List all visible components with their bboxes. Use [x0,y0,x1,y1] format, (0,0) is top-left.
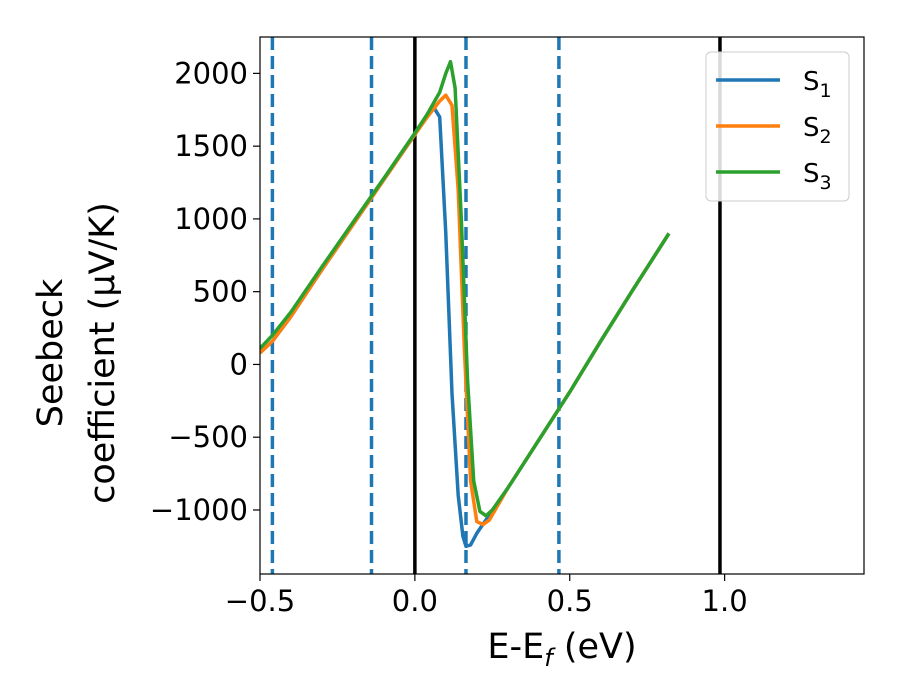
legend-label: S1 [803,67,832,102]
y-axis-ticks: −1000 −500 0 500 1000 1500 2000 [150,56,260,527]
legend-item-s1: S1 [716,67,832,102]
y-axis-label-line1: Seebeck [31,278,71,427]
x-tick-label: 0.0 [392,584,438,618]
series-line-s3 [260,59,671,518]
y-tick-label: 0 [230,347,248,381]
x-axis-ticks: −0.5 0.0 0.5 1.0 [225,574,748,618]
x-tick-label: 1.0 [702,584,748,618]
x-axis-label: E-Ef (eV) [487,627,636,672]
y-axis-label-line2: coefficient (μV/K) [83,202,123,504]
y-tick-label: −500 [168,420,248,454]
y-tick-label: 2000 [174,56,248,90]
x-tick-label: 0.5 [547,584,593,618]
legend-label: S2 [803,113,832,148]
legend-item-s2: S2 [716,113,832,148]
y-tick-label: 500 [193,275,248,309]
y-tick-label: 1500 [174,129,248,163]
legend: S1 S2 S3 [705,51,850,202]
y-tick-label: 1000 [174,202,248,236]
x-tick-label: −0.5 [225,584,295,618]
y-tick-label: −1000 [150,493,248,527]
plot-frame [259,36,865,575]
legend-item-s3: S3 [716,159,832,194]
legend-label: S3 [803,159,832,194]
series-lines [260,59,671,549]
vertical-reference-lines [270,37,722,574]
